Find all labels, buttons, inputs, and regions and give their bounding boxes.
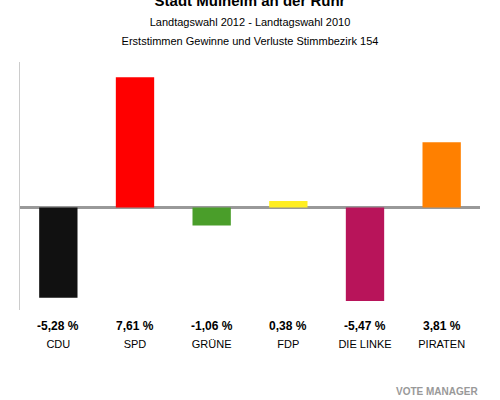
- svg-text:Stadt Mülheim an der RuhrLandt: Stadt Mülheim an der RuhrLandtagswahl 20…: [122, 0, 379, 47]
- svg-text:FDP: FDP: [277, 338, 299, 350]
- svg-text:3,81 %: 3,81 %: [423, 319, 461, 333]
- svg-text:DIE LINKE: DIE LINKE: [338, 338, 391, 350]
- svg-text:-5,47 %: -5,47 %: [344, 319, 386, 333]
- svg-text:VOTE MANAGER: VOTE MANAGER: [396, 386, 478, 397]
- svg-text:0,38 %: 0,38 %: [269, 319, 307, 333]
- svg-text:-1,06 %: -1,06 %: [191, 319, 233, 333]
- svg-text:PIRATEN: PIRATEN: [418, 338, 465, 350]
- svg-text:CDU: CDU: [46, 338, 70, 350]
- svg-text:SPD: SPD: [124, 338, 147, 350]
- svg-text:-5,28 %: -5,28 %: [37, 319, 79, 333]
- svg-text:7,61 %: 7,61 %: [116, 319, 154, 333]
- svg-text:GRÜNE: GRÜNE: [192, 338, 232, 350]
